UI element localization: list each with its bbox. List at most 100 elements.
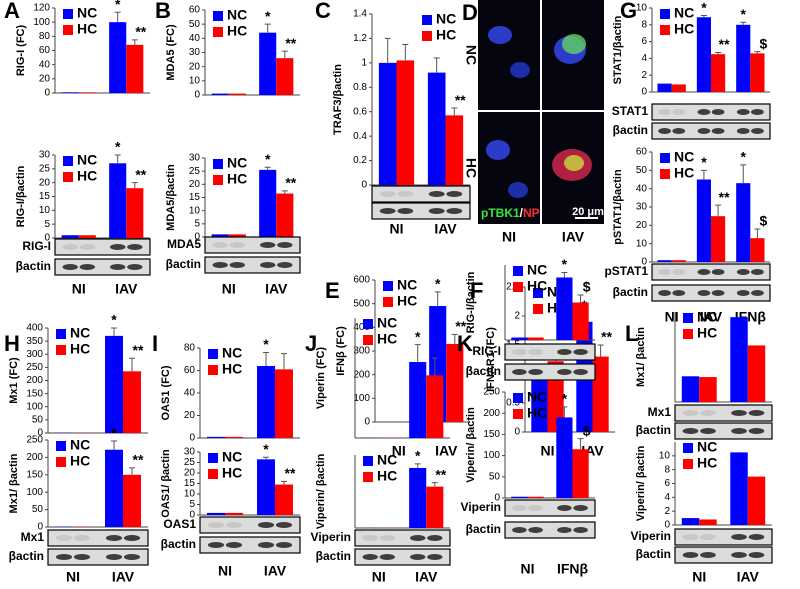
- error-bar: [402, 44, 409, 61]
- bar: [730, 317, 748, 402]
- blot-band: [260, 262, 276, 268]
- blot-band: [557, 527, 572, 533]
- y-tick-label: 0: [44, 233, 50, 244]
- blot-band: [557, 369, 572, 375]
- significance-mark: *: [415, 448, 421, 464]
- blot-band: [229, 242, 245, 248]
- y-tick-label: 20: [189, 61, 201, 72]
- blot: [504, 343, 596, 361]
- blot-band: [410, 554, 426, 560]
- x-tick-label: IAV: [700, 309, 723, 325]
- legend-swatch: [208, 453, 218, 463]
- legend-label: NC: [377, 452, 397, 468]
- bar: [126, 44, 144, 93]
- legend-swatch: [422, 15, 432, 25]
- y-tick-label: 15: [39, 191, 51, 202]
- legend-label: HC: [697, 455, 717, 471]
- legend-swatch: [56, 329, 66, 339]
- panel-letter: H: [4, 331, 20, 356]
- legend-swatch: [683, 329, 693, 339]
- bar: [736, 183, 751, 262]
- blot-band: [700, 428, 716, 434]
- legend-label: NC: [227, 155, 247, 171]
- y-tick-label: 300: [353, 346, 370, 357]
- blot: [504, 521, 596, 539]
- blot: [674, 422, 773, 440]
- blot-label: MDA5: [167, 237, 201, 251]
- legend-label: HC: [70, 453, 90, 469]
- y-tick-label: 0.6: [353, 106, 367, 117]
- legend-swatch: [63, 9, 73, 19]
- micrograph-image: [478, 112, 540, 224]
- blot: [354, 548, 451, 566]
- legend-label: HC: [436, 27, 456, 43]
- blot: [54, 258, 151, 276]
- y-tick-label: 10: [184, 489, 196, 500]
- bar: [228, 234, 246, 237]
- blot: [674, 546, 773, 564]
- y-axis-label: RIG-I/βactin: [15, 165, 27, 227]
- bar: [276, 58, 294, 95]
- blot-band: [428, 191, 445, 197]
- legend-swatch: [208, 469, 218, 479]
- significance-mark: *: [435, 276, 441, 292]
- blot-band: [225, 522, 243, 528]
- bar: [711, 216, 726, 262]
- blot-band: [512, 349, 527, 355]
- blot-label: RIG-I: [472, 344, 501, 358]
- y-tick-label: 60: [189, 5, 201, 16]
- blot: [47, 529, 149, 547]
- error-bar: [451, 333, 458, 344]
- y-tick-label: 500: [353, 298, 370, 309]
- blot-band: [427, 535, 443, 541]
- blot-band: [55, 554, 73, 560]
- bar: [78, 235, 96, 238]
- y-tick-label: 25: [39, 163, 51, 174]
- legend-label: HC: [527, 278, 547, 294]
- y-tick-label: 10: [636, 238, 648, 249]
- blot-band: [751, 290, 764, 296]
- blot-band: [682, 428, 699, 434]
- blot-band: [528, 527, 543, 533]
- y-tick-label: 0: [194, 232, 200, 243]
- error-bar: [384, 37, 391, 63]
- legend-label: HC: [527, 405, 547, 421]
- blot: [204, 236, 301, 254]
- y-tick-label: 50: [636, 165, 648, 176]
- legend-label: HC: [674, 21, 694, 37]
- significance-mark: **: [719, 189, 730, 205]
- x-tick-label: IAV: [435, 443, 458, 459]
- error-bar: [131, 182, 138, 189]
- bar: [105, 335, 123, 433]
- y-tick-label: 10: [189, 75, 201, 86]
- bar: [409, 467, 427, 528]
- panel-letter: C: [315, 0, 331, 23]
- error-bar: [431, 482, 438, 487]
- blot-band: [751, 128, 764, 134]
- stain-label: /: [520, 206, 524, 220]
- y-axis-label: MDA5/βactin: [165, 164, 177, 231]
- legend-label: HC: [77, 168, 97, 184]
- blot: [674, 404, 773, 422]
- bar: [572, 302, 589, 340]
- y-axis-label: Mx1 (FC): [8, 357, 20, 404]
- y-tick-label: 10: [39, 205, 51, 216]
- y-tick-label: 400: [353, 322, 370, 333]
- blot-label: STAT1: [612, 104, 649, 118]
- legend-label: NC: [222, 449, 242, 465]
- legend-swatch: [63, 25, 73, 35]
- y-tick-label: 2: [514, 311, 520, 322]
- blot-band: [379, 535, 395, 541]
- bar: [109, 22, 127, 94]
- error-bar: [114, 154, 121, 164]
- blot-band: [748, 534, 765, 540]
- y-tick-label: 80: [184, 343, 196, 354]
- blot: [674, 528, 773, 546]
- bar: [699, 519, 717, 525]
- y-tick-label: 40: [184, 388, 196, 399]
- y-tick-label: 5: [44, 219, 50, 230]
